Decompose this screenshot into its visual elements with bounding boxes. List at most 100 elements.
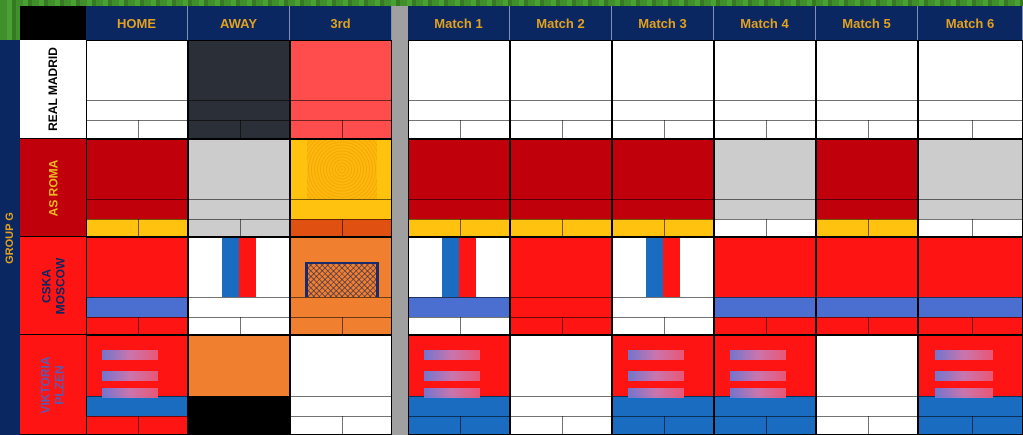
kit-divider [919,100,1022,101]
team-real-madrid[interactable]: REAL MADRID [20,40,86,139]
team-name: AS ROMA [45,159,60,216]
kit-divider [409,297,509,298]
kit-cell-cska-moscow-away[interactable] [188,237,290,335]
kit-cell-real-madrid-home[interactable] [86,40,188,139]
kit-cell-real-madrid-match-6[interactable] [918,40,1023,139]
team-viktoria-plzen[interactable]: VIKTORIA PLZEN [20,335,86,435]
sock-divider [138,317,139,334]
kit-cell-real-madrid-match-2[interactable] [510,40,612,139]
header-match-1[interactable]: Match 1 [408,6,510,40]
kit-divider [511,416,611,417]
header-match-3[interactable]: Match 3 [612,6,714,40]
red-stripe [458,238,477,297]
kit-divider [613,317,713,318]
sock-divider [972,219,973,236]
sock-divider [240,416,241,434]
sock-divider [766,120,767,138]
kit-cell-as-roma-home[interactable] [86,139,188,237]
header-third[interactable]: 3rd [290,6,392,40]
sock-divider [664,219,665,236]
kit-cell-cska-moscow-match-1[interactable] [408,237,510,335]
kit-divider [189,219,289,220]
sock-divider [766,416,767,434]
kit-cell-viktoria-plzen-home[interactable] [86,335,188,435]
kit-cell-as-roma-match-4[interactable] [714,139,816,237]
sock-divider [562,219,563,236]
kit-divider [87,120,187,121]
kit-cell-viktoria-plzen-third[interactable] [290,335,392,435]
kit-cell-cska-moscow-match-2[interactable] [510,237,612,335]
sock-divider [240,120,241,138]
kit-divider [613,297,713,298]
header-match-5[interactable]: Match 5 [816,6,918,40]
kit-cell-as-roma-match-3[interactable] [612,139,714,237]
kit-cell-viktoria-plzen-match-5[interactable] [816,335,918,435]
sock-divider [664,317,665,334]
header-match-2[interactable]: Match 2 [510,6,612,40]
kit-cell-cska-moscow-third[interactable] [290,237,392,335]
kit-cell-cska-moscow-match-6[interactable] [918,237,1023,335]
header-home[interactable]: HOME [86,6,188,40]
sock-divider [766,219,767,236]
kit-divider [817,120,917,121]
kit-cell-as-roma-match-5[interactable] [816,139,918,237]
kit-divider [87,100,187,101]
header-match-4[interactable]: Match 4 [714,6,816,40]
sock-divider [562,416,563,434]
kit-divider [409,199,509,200]
kit-divider [919,219,1022,220]
shirt-bar-stripe [102,388,159,398]
kit-divider [291,219,391,220]
kit-divider [919,120,1022,121]
sock-divider [138,219,139,236]
shirt-bar-stripe [102,371,159,381]
kit-cell-viktoria-plzen-match-1[interactable] [408,335,510,435]
kit-divider [409,219,509,220]
kit-divider [715,416,815,417]
kit-cell-as-roma-match-6[interactable] [918,139,1023,237]
sock-divider [342,219,343,236]
kit-divider [189,199,289,200]
kit-cell-cska-moscow-match-4[interactable] [714,237,816,335]
kit-cell-as-roma-third[interactable] [290,139,392,237]
team-name: VIKTORIA PLZEN [39,355,67,414]
kit-cell-real-madrid-away[interactable] [188,40,290,139]
kit-divider [715,199,815,200]
kit-divider [511,219,611,220]
kit-cell-viktoria-plzen-match-3[interactable] [612,335,714,435]
kit-divider [613,416,713,417]
kit-cell-cska-moscow-match-3[interactable] [612,237,714,335]
header-away[interactable]: AWAY [188,6,290,40]
kit-cell-as-roma-match-2[interactable] [510,139,612,237]
sock-divider [342,120,343,138]
kit-divider [291,416,391,417]
kit-cell-viktoria-plzen-match-2[interactable] [510,335,612,435]
kit-divider [291,199,391,200]
kit-cell-as-roma-away[interactable] [188,139,290,237]
kit-divider [715,100,815,101]
kit-cell-cska-moscow-home[interactable] [86,237,188,335]
kit-cell-real-madrid-match-5[interactable] [816,40,918,139]
kit-divider [409,416,509,417]
sock-divider [562,317,563,334]
kit-cell-viktoria-plzen-away[interactable] [188,335,290,435]
kit-divider [87,416,187,417]
sock-divider [868,120,869,138]
group-label: GROUP G [0,40,20,435]
kit-cell-viktoria-plzen-match-6[interactable] [918,335,1023,435]
team-name: CSKA MOSCOW [38,257,67,314]
kit-cell-as-roma-match-1[interactable] [408,139,510,237]
kit-cell-real-madrid-match-1[interactable] [408,40,510,139]
kit-divider [291,100,391,101]
team-as-roma[interactable]: AS ROMA [20,139,86,237]
team-cska-moscow[interactable]: CSKA MOSCOW [20,237,86,335]
kit-cell-real-madrid-third[interactable] [290,40,392,139]
header-match-6[interactable]: Match 6 [918,6,1023,40]
kit-cell-cska-moscow-match-5[interactable] [816,237,918,335]
kit-cell-real-madrid-match-3[interactable] [612,40,714,139]
shirt-bar-stripe [730,350,787,360]
kit-cell-viktoria-plzen-match-4[interactable] [714,335,816,435]
kit-cell-real-madrid-match-4[interactable] [714,40,816,139]
sock-divider [868,219,869,236]
